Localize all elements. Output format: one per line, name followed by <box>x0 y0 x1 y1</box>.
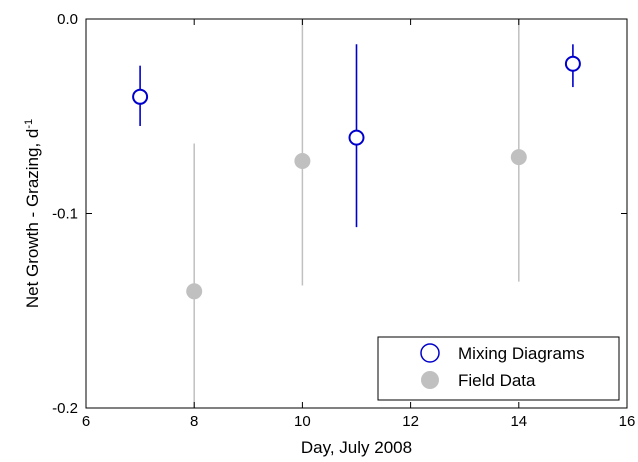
legend-label: Field Data <box>458 371 536 390</box>
x-tick-label: 8 <box>190 413 198 430</box>
axis-tick-labels: 6 8 10 12 14 16 -0.2 -0.1 0.0 <box>52 11 635 430</box>
y-axis-title-main: Net Growth - Grazing, d <box>23 129 42 309</box>
y-tick-label: -0.2 <box>52 400 78 417</box>
legend-box <box>377 336 620 401</box>
x-tick-label: 14 <box>510 413 527 430</box>
data-point <box>186 283 203 300</box>
x-tick-label: 16 <box>619 413 636 430</box>
data-point <box>564 55 581 72</box>
legend-label: Mixing Diagrams <box>458 344 585 363</box>
legend: Mixing Diagrams Field Data <box>377 336 620 401</box>
data-point <box>132 88 149 105</box>
axis-ticks <box>85 18 628 409</box>
y-axis-title: Net Growth - Grazing, d-1 <box>23 119 42 308</box>
y-axis-title-superscript: -1 <box>23 119 35 129</box>
data-point <box>510 149 527 166</box>
data-point <box>348 129 365 146</box>
plot-content <box>132 19 581 408</box>
data-point <box>294 152 311 169</box>
y-tick-label: 0.0 <box>57 11 78 28</box>
x-tick-label: 10 <box>294 413 311 430</box>
x-tick-label: 12 <box>402 413 419 430</box>
legend-marker <box>420 343 440 363</box>
x-axis-title: Day, July 2008 <box>301 438 412 457</box>
legend-marker <box>421 371 439 389</box>
x-tick-label: 6 <box>82 413 90 430</box>
y-tick-label: -0.1 <box>52 206 78 223</box>
